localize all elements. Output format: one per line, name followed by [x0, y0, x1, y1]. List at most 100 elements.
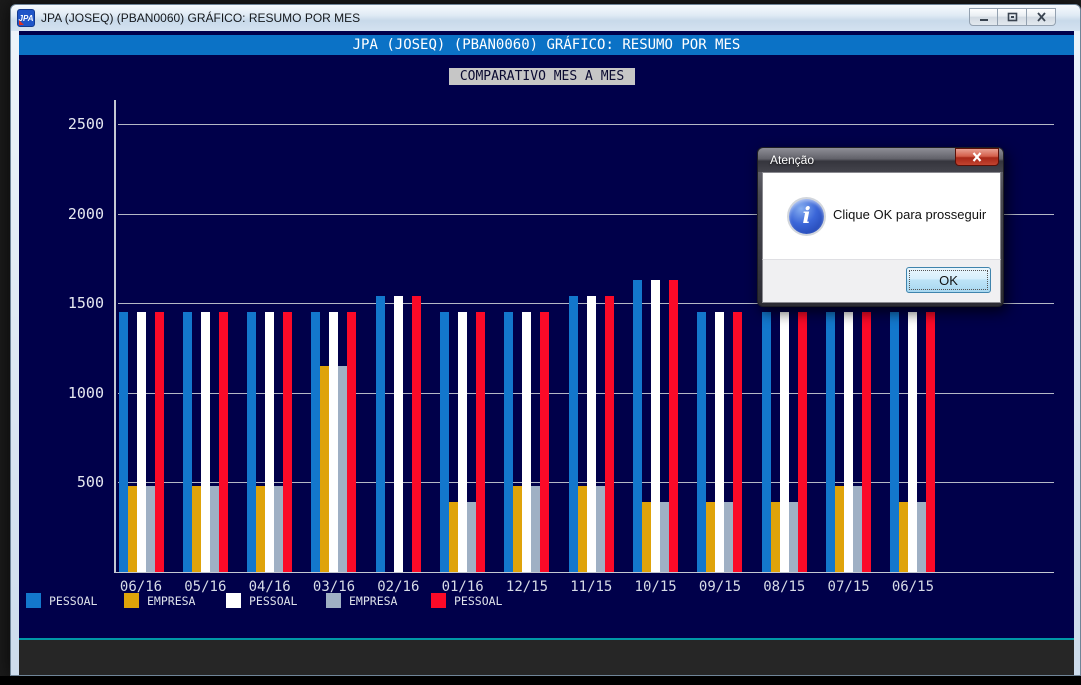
bar: [908, 312, 917, 572]
bar: [320, 366, 329, 572]
bar: [210, 486, 219, 572]
app-window: JPA JPA (JOSEQ) (PBAN0060) GRÁFICO: RESU…: [10, 4, 1081, 676]
app-header-bar: JPA (JOSEQ) (PBAN0060) GRÁFICO: RESUMO P…: [19, 35, 1074, 55]
window-client-area: JPA (JOSEQ) (PBAN0060) GRÁFICO: RESUMO P…: [19, 31, 1074, 675]
window-controls: [969, 8, 1056, 26]
y-axis-tick-label: 1500: [67, 294, 104, 313]
dialog-title: Atenção: [770, 153, 815, 167]
bar: [476, 312, 485, 572]
app-icon: JPA: [17, 9, 35, 27]
x-axis-tick-label: 04/16: [248, 579, 291, 595]
bar: [596, 486, 605, 572]
bar: [256, 486, 265, 572]
x-axis-tick-label: 03/16: [312, 579, 356, 595]
bar: [651, 280, 660, 572]
bar: [394, 296, 403, 572]
y-gridline: [118, 213, 1054, 215]
bar: [826, 312, 835, 572]
y-gridline: [118, 124, 1054, 125]
bar: [540, 312, 549, 572]
bar: [789, 502, 798, 572]
bar: [926, 312, 935, 572]
x-axis-tick-label: 12/15: [505, 579, 549, 595]
close-icon: [972, 152, 982, 162]
bar: [146, 486, 155, 572]
bar: [247, 312, 256, 572]
y-gridline: [118, 482, 1054, 484]
x-axis-line: [114, 572, 1054, 573]
x-axis-tick-label: 02/16: [377, 579, 420, 595]
bar: [467, 502, 476, 572]
status-bar: [19, 640, 1074, 675]
attention-dialog: Atenção i Clique OK para prosseguir OK: [757, 147, 1004, 307]
bar: [853, 486, 862, 572]
x-axis-tick-label: 07/15: [827, 579, 870, 595]
maximize-button[interactable]: [998, 8, 1027, 26]
x-axis-tick-label: 09/15: [698, 579, 742, 595]
chart-title: COMPARATIVO MES A MES: [449, 68, 635, 85]
bar: [504, 312, 513, 572]
legend-label: PESSOAL: [249, 594, 298, 608]
bar: [119, 312, 128, 572]
y-axis-tick-label: 2000: [67, 204, 104, 223]
bar: [137, 312, 146, 572]
legend-swatch: [431, 593, 446, 608]
x-axis-tick-label: 06/16: [119, 579, 163, 595]
bar: [274, 486, 283, 572]
dialog-titlebar[interactable]: Atenção: [758, 148, 1003, 172]
bar: [522, 312, 531, 572]
chart-area: COMPARATIVO MES A MES 500 1000 1500 2000 250…: [19, 55, 1074, 638]
window-titlebar[interactable]: JPA JPA (JOSEQ) (PBAN0060) GRÁFICO: RESU…: [11, 5, 1080, 31]
legend-swatch: [326, 593, 341, 608]
bar: [780, 312, 789, 572]
bar: [265, 312, 274, 572]
x-axis-tick-label: 08/15: [763, 579, 806, 595]
minimize-button[interactable]: [969, 8, 998, 26]
bar: [660, 502, 669, 572]
bar: [844, 312, 853, 572]
bar: [376, 296, 385, 572]
dialog-footer: OK: [762, 259, 1001, 303]
dialog-body: i Clique OK para prosseguir: [762, 172, 1001, 259]
bar: [798, 312, 807, 572]
bar: [311, 312, 320, 572]
legend-swatch: [124, 593, 139, 608]
x-axis-tick-label: 10/15: [634, 579, 677, 595]
bar: [513, 486, 522, 572]
bar: [733, 312, 742, 572]
dialog-message: Clique OK para prosseguir: [833, 207, 987, 222]
x-axis-tick-label: 05/16: [184, 579, 227, 595]
info-icon: i: [789, 199, 824, 234]
legend-label: EMPRESA: [349, 594, 398, 608]
x-axis-tick-label: 11/15: [570, 579, 613, 595]
bar: [412, 296, 421, 572]
dialog-close-button[interactable]: [955, 148, 999, 166]
legend-label: EMPRESA: [147, 594, 196, 608]
bar: [578, 486, 587, 572]
window-title: JPA (JOSEQ) (PBAN0060) GRÁFICO: RESUMO P…: [41, 11, 361, 25]
bar: [862, 312, 871, 572]
bar: [201, 312, 210, 572]
bar: [283, 312, 292, 572]
legend-swatch: [226, 593, 241, 608]
bar: [569, 296, 578, 572]
y-axis-tick-label: 500: [76, 473, 104, 492]
y-axis-tick-label: 1000: [67, 383, 104, 402]
bar: [605, 296, 614, 572]
y-axis-line: [114, 100, 116, 572]
close-icon: [1036, 12, 1046, 22]
bar: [715, 312, 724, 572]
bar: [917, 502, 926, 572]
bar: [835, 486, 844, 572]
bar: [669, 280, 678, 572]
bar: [697, 312, 706, 572]
legend-swatch: [26, 593, 41, 608]
ok-button[interactable]: OK: [906, 267, 991, 293]
close-button[interactable]: [1027, 8, 1056, 26]
legend-label: PESSOAL: [454, 594, 503, 608]
bar: [128, 486, 137, 572]
bar: [183, 312, 192, 572]
bar: [890, 312, 899, 572]
bar: [347, 312, 356, 572]
